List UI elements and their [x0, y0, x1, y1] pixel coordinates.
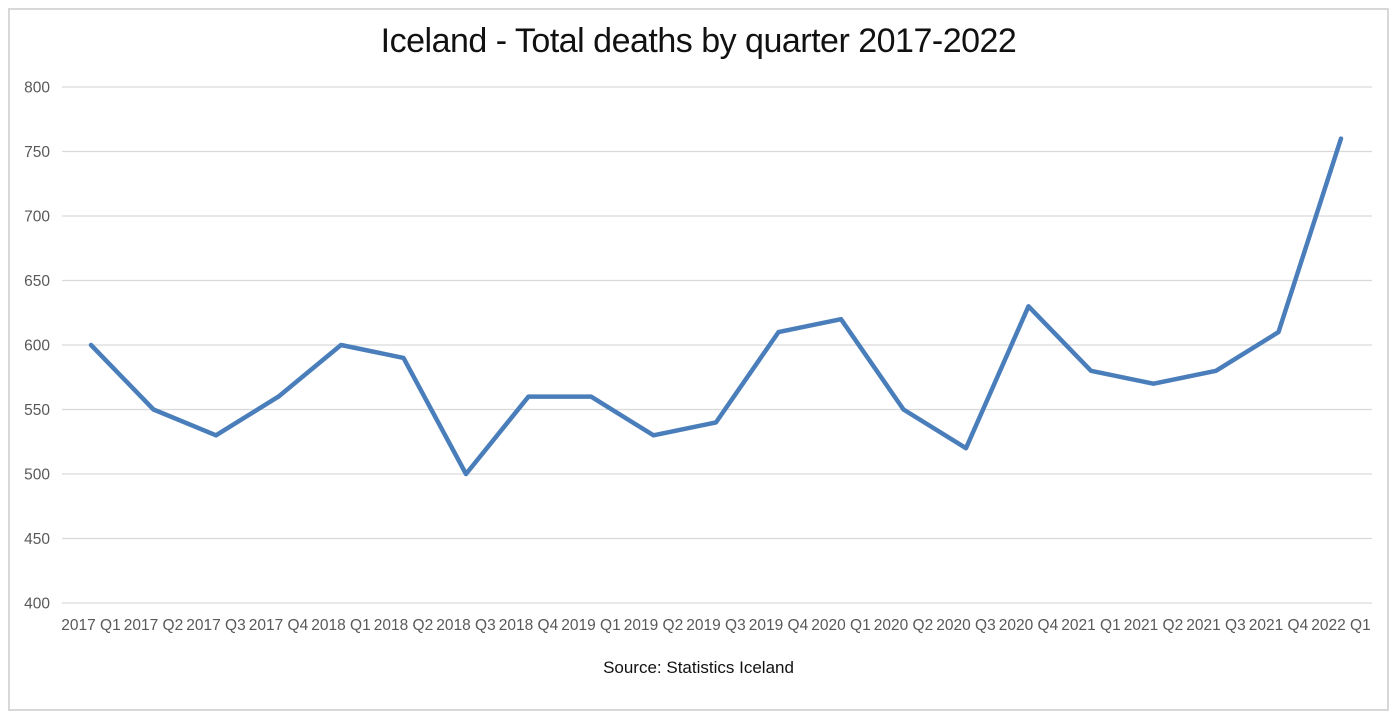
x-tick-label: 2018 Q3 — [436, 617, 495, 634]
x-tick-label: 2018 Q2 — [374, 617, 433, 634]
y-tick-label: 700 — [24, 209, 50, 226]
x-tick-label: 2017 Q3 — [186, 617, 245, 634]
x-tick-label: 2021 Q4 — [1249, 617, 1309, 634]
chart-frame — [8, 8, 1389, 711]
x-tick-label: 2019 Q1 — [561, 617, 620, 634]
x-tick-label: 2021 Q2 — [1124, 617, 1183, 634]
y-tick-label: 450 — [24, 531, 50, 548]
x-tick-label: 2019 Q2 — [624, 617, 683, 634]
y-tick-label: 400 — [24, 596, 50, 613]
x-tick-label: 2017 Q2 — [124, 617, 183, 634]
deaths-series-line — [88, 136, 1344, 477]
y-tick-label: 750 — [24, 144, 50, 161]
y-tick-label: 600 — [24, 338, 50, 355]
y-tick-label: 550 — [24, 402, 50, 419]
x-tick-label: 2017 Q1 — [61, 617, 120, 634]
x-tick-label: 2018 Q1 — [311, 617, 370, 634]
x-tick-label: 2021 Q3 — [1186, 617, 1245, 634]
source-note: Source: Statistics Iceland — [603, 658, 794, 677]
x-tick-label: 2021 Q1 — [1061, 617, 1120, 634]
y-tick-label: 650 — [24, 273, 50, 290]
y-tick-label: 800 — [24, 80, 50, 97]
x-tick-label: 2022 Q1 — [1311, 617, 1370, 634]
x-tick-label: 2019 Q3 — [686, 617, 745, 634]
x-tick-label: 2020 Q3 — [936, 617, 995, 634]
y-tick-label: 500 — [24, 467, 50, 484]
x-tick-label: 2020 Q1 — [811, 617, 870, 634]
x-tick-label: 2017 Q4 — [249, 617, 309, 634]
x-tick-label: 2019 Q4 — [749, 617, 809, 634]
x-tick-label: 2018 Q4 — [499, 617, 559, 634]
x-tick-label: 2020 Q2 — [874, 617, 933, 634]
x-tick-label: 2020 Q4 — [999, 617, 1059, 634]
chart-title: Iceland - Total deaths by quarter 2017-2… — [380, 22, 1017, 60]
